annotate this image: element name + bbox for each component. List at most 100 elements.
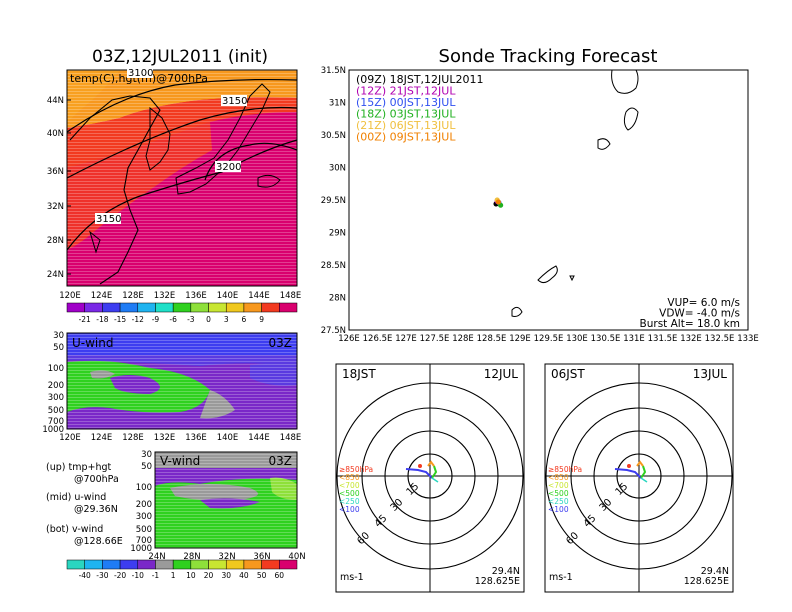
lon-tick-label: 133E (737, 334, 759, 344)
tracking-title: Sonde Tracking Forecast (439, 46, 658, 67)
lon-tick-label: 131E (623, 334, 645, 344)
colorbar-label: -12 (132, 315, 144, 324)
colorbar-swatch (137, 559, 156, 570)
left-map-title: 03Z,12JUL2011 (init) (92, 47, 268, 67)
hodograph-point (627, 464, 631, 468)
colorbar-swatch (172, 559, 192, 570)
lat-tick-label: 40N (288, 552, 305, 562)
hodograph-point (418, 464, 422, 468)
contour-label: 3150 (222, 96, 247, 107)
colorbar-label: -9 (152, 315, 160, 324)
colorbar-label: 20 (204, 571, 214, 580)
coastline-japan (175, 83, 271, 195)
colorbar-swatch (190, 302, 209, 313)
colorbar-swatch (225, 302, 245, 313)
polar-time: 18JST (342, 367, 376, 381)
colorbar-swatch (172, 302, 192, 313)
lon-tick-label: 132E (154, 433, 176, 443)
lon-tick-label: 128.5E (477, 334, 507, 344)
polar-lon: 128.625E (684, 576, 729, 587)
colorbar-swatch (279, 559, 298, 570)
colorbar-label: -20 (114, 571, 126, 580)
level-legend-item: <850 (339, 473, 360, 482)
lon-tick-label: 128E (122, 433, 144, 443)
colorbar-label: 60 (275, 571, 285, 580)
lat-tick-label: 29N (329, 229, 346, 239)
tracking-legend-item: (15Z) 00JST,13JUL (356, 96, 456, 109)
lon-tick-label: 128E (122, 291, 144, 301)
level-legend-item: <100 (548, 505, 569, 514)
coastline-korea (145, 106, 171, 171)
hodograph-segment (427, 460, 435, 467)
colorbar-label: -40 (79, 571, 91, 580)
hodograph-segment (640, 465, 647, 479)
legend-notes: (up) tmp+hgt@700hPa (mid) u-wind@29.36N (b… (46, 462, 123, 547)
lon-tick-label: 144E (248, 291, 270, 301)
lon-tick-label: 124E (91, 291, 113, 301)
pressure-level-label: 200 (48, 381, 64, 391)
lat-tick-label: 28N (47, 236, 64, 246)
tracking-param: VUP= 6.0 m/s (667, 297, 740, 309)
level-legend-item: <850 (548, 473, 569, 482)
colorbar-label: 30 (221, 571, 231, 580)
polar-date: 13JUL (693, 367, 728, 381)
level-legend-item: ≥850hPa (339, 465, 373, 474)
lon-tick-label: 140E (217, 291, 239, 301)
lat-tick-label: 28N (329, 294, 346, 304)
note-line: @29.36N (74, 504, 118, 515)
tracking-map: (09Z) 18JST,12JUL2011(12Z) 21JST,12JUL(1… (321, 66, 759, 344)
lat-tick-label: 28.5N (321, 261, 346, 271)
tracking-legend-item: (09Z) 18JST,12JUL2011 (356, 73, 483, 86)
colorbar-swatch (261, 302, 280, 313)
hodograph-segment (614, 468, 642, 479)
colorbar-label: -1 (152, 571, 160, 580)
colorbar-label: -21 (79, 315, 91, 324)
pressure-level-label: 500 (48, 406, 64, 416)
lat-tick-label: 30.5N (321, 131, 346, 141)
tracking-param: Burst Alt= 18.0 km (640, 318, 740, 330)
pressure-level-label: 50 (53, 343, 64, 353)
colorbar-swatch (243, 302, 262, 313)
colorbar-label: -18 (96, 315, 108, 324)
colorbar-swatch (190, 559, 209, 570)
polar-lat: 29.4N (492, 566, 520, 577)
pressure-level-label: 1000 (42, 425, 64, 435)
lon-tick-label: 126.5E (363, 334, 393, 344)
hodograph-segment (636, 460, 644, 467)
left-map: temp(C),hgt(m)@700hPa 3100 3150 3200 3150 4… (47, 67, 301, 301)
note-line: (bot) v-wind (46, 524, 103, 535)
temp-colorbar: -21 -18 -15 -12 -9 -6 -3 0 3 6 9 (66, 302, 298, 324)
colorbar-label: -15 (114, 315, 126, 324)
colorbar-label: -6 (169, 315, 177, 324)
lon-tick-label: 120E (59, 291, 81, 301)
lon-tick-label: 128E (452, 334, 474, 344)
colorbar-swatch (155, 559, 174, 570)
lon-tick-label: 120E (59, 433, 81, 443)
tracking-legend-item: (21Z) 06JST,13JUL (356, 119, 456, 132)
polar-right: 06JST 13JUL15304560≥850hPa<850<700<500<25… (544, 363, 734, 593)
colorbar-label: 9 (259, 315, 264, 324)
left-map-label: temp(C),hgt(m)@700hPa (70, 72, 208, 85)
lon-tick-label: 130.5E (591, 334, 621, 344)
note-line: @700hPa (74, 474, 119, 485)
hodograph-segment (431, 465, 438, 479)
lon-tick-label: 129E (509, 334, 531, 344)
hodograph-segment (640, 477, 648, 483)
lon-tick-label: 132E (154, 291, 176, 301)
colorbar-swatch (84, 559, 103, 570)
colorbar-swatch (137, 302, 156, 313)
colorbar-swatch (84, 302, 103, 313)
lat-tick-label: 40N (47, 129, 64, 139)
pressure-level-label: 700 (136, 536, 152, 546)
colorbar-label: 50 (257, 571, 267, 580)
lat-tick-label: 24N (148, 552, 165, 562)
colorbar-label: 40 (239, 571, 249, 580)
colorbar-label: -3 (187, 315, 195, 324)
lat-tick-label: 32N (218, 552, 235, 562)
lon-tick-label: 129.5E (534, 334, 564, 344)
level-legend-item: <250 (548, 497, 569, 506)
u-wind-label: U-wind (72, 336, 113, 350)
tracking-param: VDW= -4.0 m/s (659, 308, 740, 320)
colorbar-swatch (279, 302, 298, 313)
